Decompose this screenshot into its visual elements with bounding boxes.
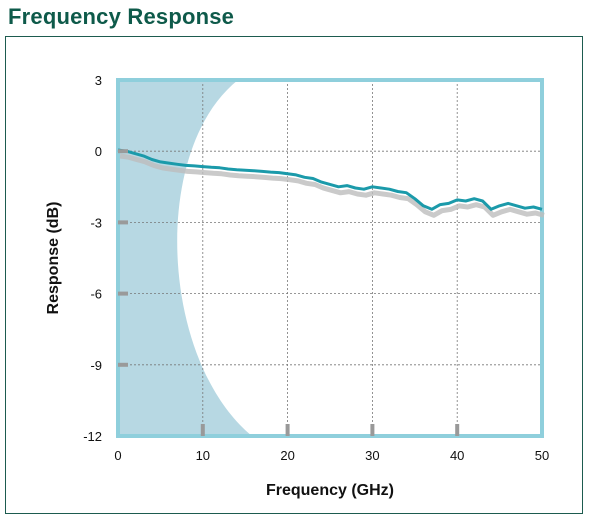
x-tick-label: 20 [280, 448, 294, 463]
x-tick-label: 50 [535, 448, 549, 463]
shaded-region [118, 80, 252, 436]
y-tick-label: -12 [83, 429, 102, 444]
y-axis-title: Response (dB) [45, 202, 62, 315]
y-tick-label: -6 [90, 287, 102, 302]
x-tick-label: 40 [450, 448, 464, 463]
x-tick-label: 10 [196, 448, 210, 463]
x-tick-mark [455, 424, 460, 436]
x-tick-label: 30 [365, 448, 379, 463]
y-tick-mark [118, 149, 128, 154]
y-tick-mark [118, 362, 128, 367]
y-tick-label: -3 [90, 215, 102, 230]
y-tick-label: 3 [95, 73, 102, 88]
y-tick-label: 0 [95, 144, 102, 159]
plot-frame [116, 78, 544, 438]
y-tick-label: -9 [90, 358, 102, 373]
series-line-shadow [119, 153, 545, 218]
page-title: Frequency Response [8, 4, 235, 29]
x-tick-mark [370, 424, 375, 436]
x-axis-title: Frequency (GHz) [266, 482, 394, 499]
series-line [117, 148, 543, 211]
y-tick-mark [118, 220, 128, 225]
x-tick-label: 0 [114, 448, 121, 463]
x-tick-mark [200, 424, 205, 436]
y-tick-mark [118, 291, 128, 296]
x-tick-mark [285, 424, 290, 436]
